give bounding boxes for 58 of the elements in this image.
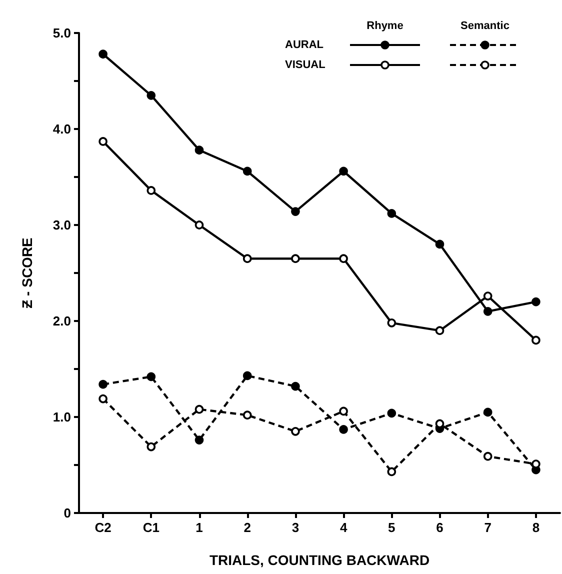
point	[387, 467, 396, 476]
point	[242, 410, 252, 420]
point	[291, 382, 300, 391]
annotation: VISUAL	[285, 58, 326, 73]
x-tick-label: 2	[244, 520, 251, 535]
text: Semantic	[460, 19, 510, 34]
point	[435, 326, 444, 335]
point	[242, 166, 252, 176]
point	[435, 240, 444, 249]
point	[483, 452, 492, 461]
point	[242, 371, 252, 380]
point	[146, 91, 156, 100]
text: Rhyme	[366, 19, 404, 34]
y-tick-label: 5.0	[52, 26, 71, 40]
point	[194, 220, 204, 230]
x-tick-label: 8	[532, 520, 540, 535]
point	[339, 406, 348, 416]
point	[339, 254, 348, 263]
point	[339, 425, 348, 434]
point	[146, 442, 156, 452]
point	[532, 336, 540, 345]
point	[291, 207, 300, 216]
point	[194, 146, 204, 155]
point	[387, 318, 396, 328]
point	[146, 186, 156, 195]
y-tick-label: 0	[64, 506, 71, 520]
x-axis-title: TRIALS, COUNTING BACKWARD	[209, 552, 430, 568]
x-tick-label: 5	[388, 520, 396, 535]
point	[146, 372, 156, 382]
point	[98, 50, 108, 59]
point	[483, 292, 492, 300]
x-tick-label: 6	[436, 520, 444, 535]
x-tick-label: 7	[484, 520, 492, 535]
point	[387, 408, 396, 418]
point	[291, 254, 300, 263]
point	[194, 436, 204, 444]
point	[242, 254, 252, 263]
y-tick-label: 4.0	[52, 122, 71, 136]
y-axis-title: Ƶ - SCORE	[19, 238, 35, 308]
x-tick-label: 4	[340, 520, 348, 535]
y-tick-label: 2.0	[52, 314, 71, 328]
x-tick-label: 1	[196, 520, 203, 535]
point	[483, 408, 492, 417]
point	[532, 297, 540, 306]
point	[98, 137, 108, 146]
point	[98, 380, 108, 389]
point	[98, 394, 108, 404]
point	[194, 404, 204, 414]
point	[387, 209, 396, 218]
point	[291, 427, 300, 436]
x-tick-label: C2	[94, 520, 112, 535]
point	[483, 307, 492, 316]
y-tick-label: 3.0	[52, 218, 71, 232]
point	[339, 166, 348, 176]
x-tick-label: C1	[142, 520, 160, 535]
y-tick-label: 1.0	[52, 410, 71, 424]
x-tick-label: 3	[292, 520, 300, 535]
annotation: AURAL	[285, 38, 324, 53]
